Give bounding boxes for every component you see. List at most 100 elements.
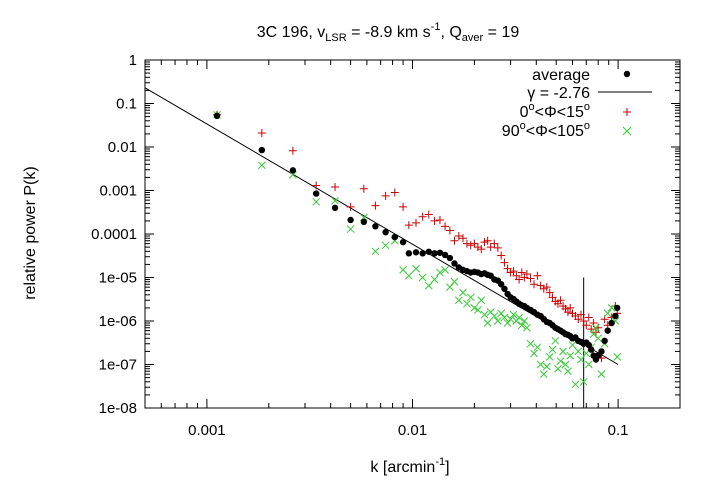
red-point (331, 183, 340, 192)
y-tick-label: 0.1 (116, 96, 137, 113)
series-cross (213, 110, 622, 389)
green-point (561, 360, 570, 369)
green-point (530, 349, 538, 358)
red-point (312, 181, 321, 190)
legend-label-green: 90o<Φ<105o (502, 120, 590, 140)
red-point (454, 231, 463, 240)
green-point (490, 312, 499, 320)
red-point (371, 201, 380, 210)
green-point (312, 197, 321, 206)
average-point (451, 260, 458, 267)
legend: average γ = -2.76 0o<Φ<15o 90o<Φ<105o (502, 67, 652, 140)
red-point (381, 191, 390, 200)
plot-frame (144, 59, 681, 409)
data-marks (213, 110, 622, 389)
red-point (548, 293, 557, 302)
green-point (257, 161, 266, 170)
red-point (526, 274, 535, 283)
green-point (526, 339, 535, 348)
average-point (601, 337, 608, 345)
green-point (574, 347, 583, 356)
red-point (359, 184, 368, 193)
green-point (436, 268, 444, 277)
red-point (257, 128, 266, 137)
red-point (533, 271, 542, 280)
green-point (556, 357, 565, 365)
green-point (346, 225, 355, 233)
legend-label-red: 0o<Φ<15o (520, 101, 590, 121)
red-point (473, 243, 482, 252)
green-point (545, 352, 554, 361)
y-tick-label: 1 (129, 52, 137, 69)
green-point (500, 313, 509, 322)
red-point (566, 303, 575, 312)
red-point (490, 239, 499, 248)
red-point (418, 212, 427, 221)
green-point (592, 323, 600, 332)
average-point (431, 250, 438, 257)
y-tick-label: 1e-06 (99, 313, 137, 330)
average-point (405, 250, 413, 257)
series-plus (213, 110, 622, 363)
y-tick-label: 0.01 (108, 139, 137, 156)
green-point (548, 345, 557, 354)
average-point (614, 304, 621, 312)
x-tick-label: 0.01 (398, 422, 427, 439)
red-point (458, 234, 467, 243)
green-point (603, 309, 612, 318)
average-point (412, 249, 420, 256)
green-point (381, 241, 390, 250)
green-point (430, 275, 439, 284)
y-tick-label: 1e-07 (99, 357, 137, 374)
green-point (542, 362, 551, 371)
average-point (419, 250, 426, 257)
y-tick-label: 0.001 (99, 183, 137, 200)
green-point (405, 271, 413, 280)
green-point (571, 380, 580, 389)
green-point (371, 247, 380, 256)
red-point (556, 296, 565, 305)
legend-marker-average (623, 70, 631, 78)
average-point (608, 319, 615, 327)
green-point (568, 341, 577, 349)
green-point (533, 343, 542, 352)
green-point (424, 281, 433, 290)
average-point (331, 204, 339, 212)
legend-marker-green (622, 126, 632, 136)
green-point (566, 351, 575, 360)
red-point (412, 218, 421, 227)
y-tick-label: 0.0001 (91, 226, 137, 243)
red-point (399, 202, 408, 211)
green-point (331, 196, 339, 205)
legend-label-average: average (532, 67, 590, 84)
red-point (515, 275, 524, 284)
green-point (559, 347, 567, 356)
y-tick-label: 1e-08 (99, 400, 137, 417)
red-point (404, 221, 413, 230)
x-tick-label: 0.1 (608, 422, 629, 439)
green-point (584, 360, 593, 369)
average-point (604, 327, 611, 334)
green-point (480, 310, 489, 319)
y-axis-label: relative power P(k) (22, 166, 39, 299)
green-point (446, 283, 454, 292)
average-point (612, 312, 619, 320)
green-point (613, 352, 622, 361)
red-point (574, 315, 583, 324)
average-point (446, 254, 454, 262)
red-point (441, 222, 450, 231)
average-point (372, 223, 379, 230)
average-point (258, 146, 266, 154)
green-point (412, 264, 420, 273)
green-point (509, 310, 518, 319)
average-point (598, 348, 605, 355)
average-point (436, 249, 444, 256)
red-point (470, 239, 479, 248)
red-point (545, 288, 554, 297)
average-point (289, 167, 297, 174)
red-point (477, 245, 486, 254)
red-point (577, 310, 586, 319)
green-point (554, 364, 562, 373)
green-point (493, 317, 502, 325)
